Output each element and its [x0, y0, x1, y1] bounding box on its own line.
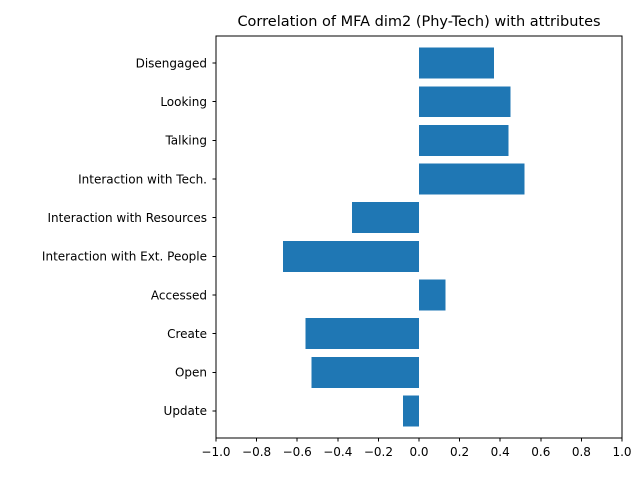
x-tick-label: 0.8: [572, 445, 591, 459]
bar-interaction-with-resources: [352, 202, 419, 234]
y-tick-label: Interaction with Resources: [48, 211, 207, 225]
x-axis-ticks: −1.0 −0.8 −0.6 −0.4 −0.2 0.0 0.2 0.4 0.6 0.8 1.0: [201, 438, 632, 459]
y-tick-label: Accessed: [151, 288, 207, 302]
x-tick-label: −1.0: [201, 445, 230, 459]
x-tick-label: −0.8: [242, 445, 271, 459]
y-tick-label: Interaction with Tech.: [78, 172, 207, 186]
x-tick-label: 0.6: [531, 445, 550, 459]
bar-update: [402, 395, 419, 427]
bar-interaction-with-tech: [419, 163, 525, 195]
bar-accessed: [419, 279, 446, 311]
x-tick-label: 0.0: [409, 445, 428, 459]
bar-create: [305, 318, 419, 350]
axes-frame: [215, 35, 623, 439]
x-tick-label: −0.2: [364, 445, 393, 459]
x-tick-label: −0.4: [323, 445, 352, 459]
bar-looking: [419, 86, 511, 118]
bar-talking: [419, 124, 509, 156]
x-tick-label: 1.0: [612, 445, 631, 459]
y-tick-label: Update: [164, 404, 207, 418]
bar-interaction-with-ext-people: [282, 240, 419, 272]
bar-open: [311, 356, 419, 388]
y-tick-label: Talking: [164, 134, 207, 148]
y-tick-label: Open: [175, 366, 207, 380]
bar-disengaged: [419, 47, 495, 79]
y-tick-label: Create: [167, 327, 207, 341]
y-tick-label: Disengaged: [136, 56, 207, 70]
chart-title: Correlation of MFA dim2 (Phy-Tech) with …: [237, 14, 600, 30]
x-tick-label: −0.6: [283, 445, 312, 459]
y-tick-label: Interaction with Ext. People: [42, 250, 207, 264]
x-tick-label: 0.4: [491, 445, 510, 459]
y-axis-ticks: Update Open Create Accessed Interaction with…: [42, 56, 216, 418]
x-tick-label: 0.2: [450, 445, 469, 459]
bars-group: [282, 47, 525, 427]
y-tick-label: Looking: [160, 95, 207, 109]
